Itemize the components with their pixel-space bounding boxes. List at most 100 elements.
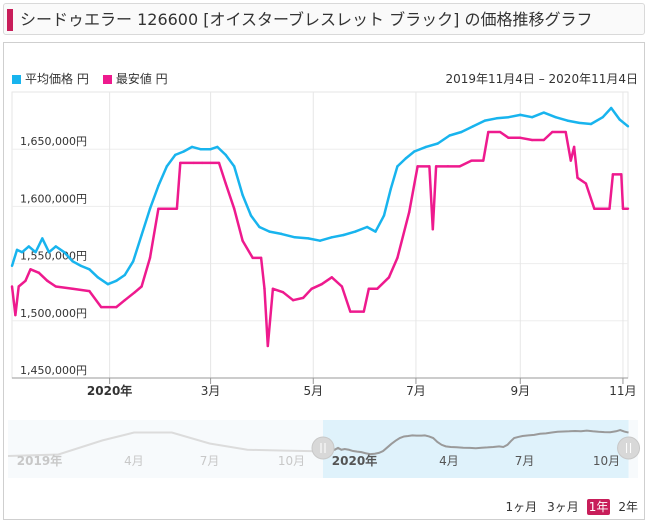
data-point bbox=[209, 161, 212, 165]
navigator-handle-left[interactable] bbox=[311, 436, 335, 460]
data-point bbox=[293, 236, 296, 239]
data-point bbox=[389, 188, 392, 191]
data-point bbox=[46, 279, 49, 282]
data-point bbox=[148, 256, 152, 260]
data-point bbox=[259, 256, 263, 260]
data-point bbox=[190, 145, 194, 149]
zoom-button[interactable]: 1年 bbox=[586, 499, 611, 515]
data-point bbox=[507, 136, 510, 139]
data-point bbox=[448, 134, 451, 137]
data-point bbox=[542, 138, 546, 142]
data-point bbox=[167, 207, 170, 210]
data-point bbox=[71, 287, 74, 290]
data-point bbox=[446, 165, 450, 168]
data-point bbox=[41, 237, 44, 240]
data-point bbox=[179, 161, 182, 165]
navigator-line-past bbox=[7, 431, 324, 458]
data-point bbox=[182, 150, 185, 153]
data-point bbox=[498, 130, 502, 134]
data-point bbox=[320, 282, 323, 286]
data-point bbox=[148, 207, 152, 210]
data-point bbox=[577, 121, 581, 125]
zoom-button[interactable]: 3ヶ月 bbox=[547, 500, 579, 514]
data-point bbox=[271, 287, 275, 290]
data-point bbox=[123, 299, 126, 302]
data-point bbox=[62, 250, 66, 254]
data-point bbox=[96, 276, 100, 279]
data-point bbox=[354, 230, 357, 233]
data-point bbox=[310, 287, 313, 290]
avg-price-line bbox=[10, 106, 629, 286]
data-point bbox=[165, 165, 169, 168]
y-tick-label: 1,500,000円 bbox=[20, 307, 87, 320]
navigator-label: 10月 bbox=[278, 454, 305, 468]
data-point bbox=[34, 250, 37, 254]
data-point bbox=[140, 233, 143, 237]
x-axis: 2020年 3月 5月 7月 9月 11月 bbox=[12, 377, 637, 398]
data-point bbox=[387, 276, 391, 279]
chart-grid bbox=[11, 91, 629, 379]
data-point bbox=[519, 136, 522, 139]
data-point bbox=[249, 214, 253, 217]
plot-area bbox=[10, 106, 630, 348]
data-point bbox=[291, 299, 295, 302]
data-point bbox=[140, 285, 143, 288]
date-range: 2019年11月4日 – 2020年11月4日 bbox=[445, 72, 638, 86]
legend-min-label: 最安値 円 bbox=[115, 72, 168, 86]
data-point bbox=[217, 161, 221, 165]
data-point bbox=[54, 245, 57, 248]
chart-header: シードゥエラー 126600 [オイスターブレスレット ブラック] の価格推移グ… bbox=[3, 3, 645, 35]
legend-item-min[interactable]: 最安値 円 bbox=[102, 72, 168, 86]
data-point bbox=[10, 264, 14, 268]
data-point bbox=[611, 173, 615, 176]
y-axis: 1,450,000円 1,500,000円 1,550,000円 1,600,000円… bbox=[20, 135, 87, 377]
data-point bbox=[408, 210, 411, 214]
data-point bbox=[428, 165, 431, 168]
data-point bbox=[621, 207, 625, 210]
data-point bbox=[232, 165, 236, 168]
data-point bbox=[576, 176, 579, 179]
legend-item-avg[interactable]: 平均価格 円 bbox=[12, 72, 89, 86]
data-point bbox=[362, 310, 365, 313]
navigator-label: 7月 bbox=[200, 454, 220, 468]
data-point bbox=[584, 182, 588, 185]
data-point bbox=[224, 182, 227, 185]
data-point bbox=[133, 291, 137, 294]
data-point bbox=[507, 115, 510, 119]
data-point bbox=[79, 264, 83, 268]
navigator-label: 2020年 bbox=[332, 453, 377, 468]
data-point bbox=[100, 305, 103, 309]
data-point bbox=[157, 184, 160, 188]
data-point bbox=[340, 285, 344, 288]
data-point bbox=[626, 125, 630, 128]
data-point bbox=[626, 207, 630, 210]
data-point bbox=[251, 256, 254, 260]
data-point bbox=[374, 230, 377, 233]
navigator-label: 7月 bbox=[515, 454, 535, 468]
data-point bbox=[620, 173, 623, 176]
zoom-button[interactable]: 2年 bbox=[618, 500, 638, 514]
data-point bbox=[367, 287, 371, 290]
data-point bbox=[482, 159, 485, 162]
data-point bbox=[342, 233, 345, 237]
legend-avg-swatch bbox=[12, 74, 21, 84]
data-point bbox=[307, 237, 310, 240]
navigator-label: 2019年 bbox=[17, 453, 62, 468]
data-point bbox=[601, 207, 604, 210]
data-point bbox=[551, 130, 554, 134]
data-point bbox=[29, 268, 32, 271]
data-point bbox=[431, 228, 434, 231]
y-tick-label: 1,450,000円 bbox=[20, 364, 87, 377]
data-point bbox=[123, 273, 126, 277]
data-point bbox=[330, 236, 333, 239]
zoom-button[interactable]: 1ヶ月 bbox=[505, 500, 538, 514]
data-point bbox=[47, 250, 51, 254]
data-point bbox=[106, 282, 110, 286]
data-point bbox=[564, 130, 567, 134]
data-point bbox=[15, 248, 19, 252]
data-point bbox=[88, 289, 91, 293]
data-point bbox=[37, 271, 41, 274]
data-point bbox=[609, 106, 613, 110]
navigator-handle-right[interactable] bbox=[617, 436, 641, 460]
data-point bbox=[318, 239, 322, 242]
